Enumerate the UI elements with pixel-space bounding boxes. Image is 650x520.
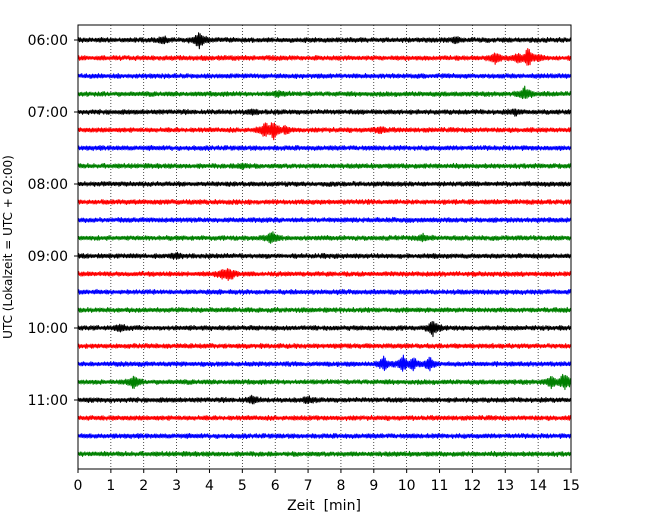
x-axis-label: Zeit [min] — [287, 498, 361, 514]
x-tick-label: 6 — [271, 478, 280, 494]
x-tick-label: 11 — [431, 478, 449, 494]
x-tick-label: 13 — [496, 478, 514, 494]
y-tick-label: 09:00 — [28, 249, 68, 265]
x-tick-label: 2 — [139, 478, 148, 494]
x-tick-label: 3 — [172, 478, 181, 494]
trace-0745 — [77, 162, 572, 170]
y-tick-label: 11:00 — [28, 393, 68, 409]
x-tick-label: 5 — [238, 478, 247, 494]
trace-0700 — [77, 108, 572, 117]
trace-0945 — [77, 306, 572, 314]
trace-lines — [77, 32, 572, 458]
x-tick-label: 12 — [463, 478, 481, 494]
x-tick-label: 8 — [336, 478, 345, 494]
plot-frame — [77, 24, 572, 470]
x-tick-label: 9 — [369, 478, 378, 494]
y-tick-label: 07:00 — [28, 105, 68, 121]
trace-1000 — [77, 321, 572, 338]
x-tick-label: 10 — [398, 478, 416, 494]
trace-1100 — [77, 394, 572, 405]
trace-0630 — [77, 72, 572, 80]
trace-0600 — [77, 32, 572, 50]
trace-1045 — [77, 373, 572, 391]
x-tick-label: 7 — [304, 478, 313, 494]
x-tick-label: 1 — [106, 478, 115, 494]
x-axis: 0 1 2 3 4 5 6 7 8 9 10 11 12 13 14 15 — [74, 469, 580, 494]
x-tick-label: 15 — [562, 478, 580, 494]
trace-1015 — [77, 342, 572, 350]
x-tick-label: 0 — [74, 478, 83, 494]
vertical-gridlines — [110, 25, 539, 469]
trace-1130 — [77, 432, 572, 440]
trace-0730 — [77, 144, 572, 152]
trace-0930 — [77, 288, 572, 296]
plot-background — [78, 25, 571, 469]
x-tick-label: 4 — [205, 478, 214, 494]
x-tick-label: 14 — [529, 478, 547, 494]
y-tick-label: 10:00 — [28, 321, 68, 337]
trace-1115 — [77, 414, 572, 422]
trace-0615 — [77, 48, 572, 66]
trace-0900 — [77, 251, 572, 260]
trace-0830 — [77, 216, 572, 224]
trace-0845 — [77, 231, 572, 244]
trace-0645 — [77, 85, 572, 100]
trace-0815 — [77, 198, 572, 206]
y-tick-label: 06:00 — [28, 33, 68, 49]
y-axis-label: UTC (Lokalzeit = UTC + 02:00) — [1, 155, 15, 339]
trace-0715 — [77, 122, 572, 141]
y-axis: 06:00 07:00 08:00 09:00 10:00 11:00 — [28, 33, 78, 409]
trace-0915 — [77, 268, 572, 282]
trace-0800 — [77, 180, 572, 188]
trace-1030 — [77, 354, 572, 372]
y-tick-label: 08:00 — [28, 177, 68, 193]
trace-1145 — [77, 450, 572, 458]
